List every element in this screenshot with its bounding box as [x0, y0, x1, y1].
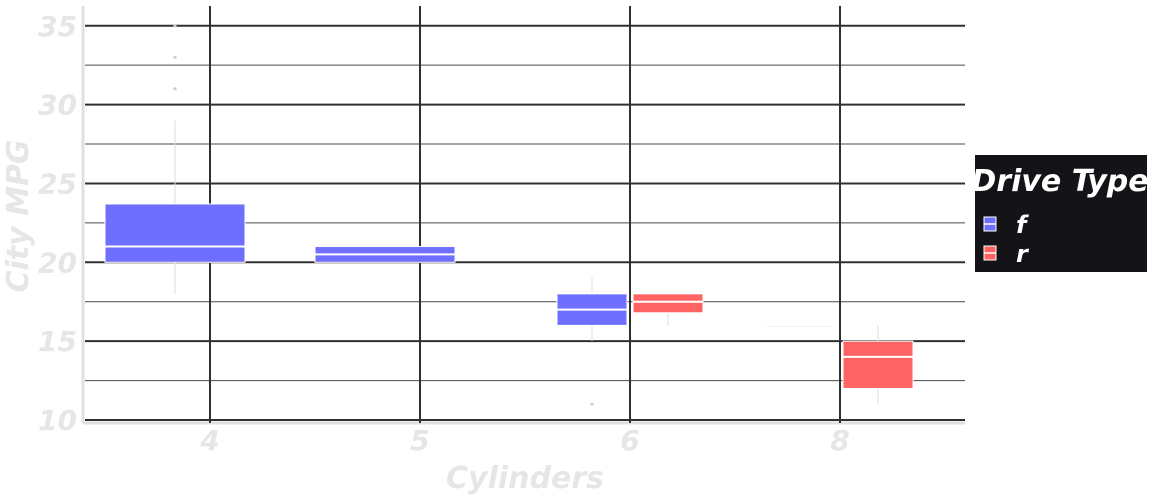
legend-label-f: f: [1016, 211, 1029, 239]
y-tick-label: 30: [38, 89, 77, 122]
x-tick-labels: 4 5 6 8: [199, 424, 849, 457]
legend-title: Drive Type: [971, 164, 1148, 199]
box-f-4: [104, 24, 246, 294]
boxes: [104, 24, 914, 406]
outlier-point: [173, 87, 177, 91]
outlier-point: [173, 55, 177, 59]
y-tick-label: 15: [38, 325, 77, 358]
y-axis-title: City MPG: [1, 139, 36, 292]
x-tick-label: 5: [410, 424, 429, 457]
x-tick-label: 8: [830, 424, 849, 457]
x-tick-label: 4: [199, 424, 219, 457]
x-axis-title: Cylinders: [446, 461, 604, 496]
box-body: [104, 203, 246, 263]
legend-background: [975, 155, 1147, 272]
outlier-point: [173, 24, 177, 28]
y-tick-label: 10: [38, 404, 77, 437]
y-tick-label: 25: [38, 167, 77, 200]
box-r-6: [632, 293, 704, 326]
box-r-8: [842, 325, 914, 405]
y-tick-label: 35: [38, 10, 77, 43]
outlier-point: [590, 402, 594, 406]
x-tick-label: 6: [620, 424, 639, 457]
y-tick-labels: 10 15 20 25 30 35: [38, 10, 77, 437]
legend-label-r: r: [1016, 240, 1030, 268]
box-f-6: [556, 278, 628, 406]
box-f-8: [764, 324, 836, 328]
box-body: [842, 340, 914, 389]
y-tick-label: 20: [38, 246, 77, 279]
legend: Drive Type fr: [971, 155, 1149, 272]
box-f-5: [314, 246, 456, 263]
box-body: [632, 293, 704, 314]
